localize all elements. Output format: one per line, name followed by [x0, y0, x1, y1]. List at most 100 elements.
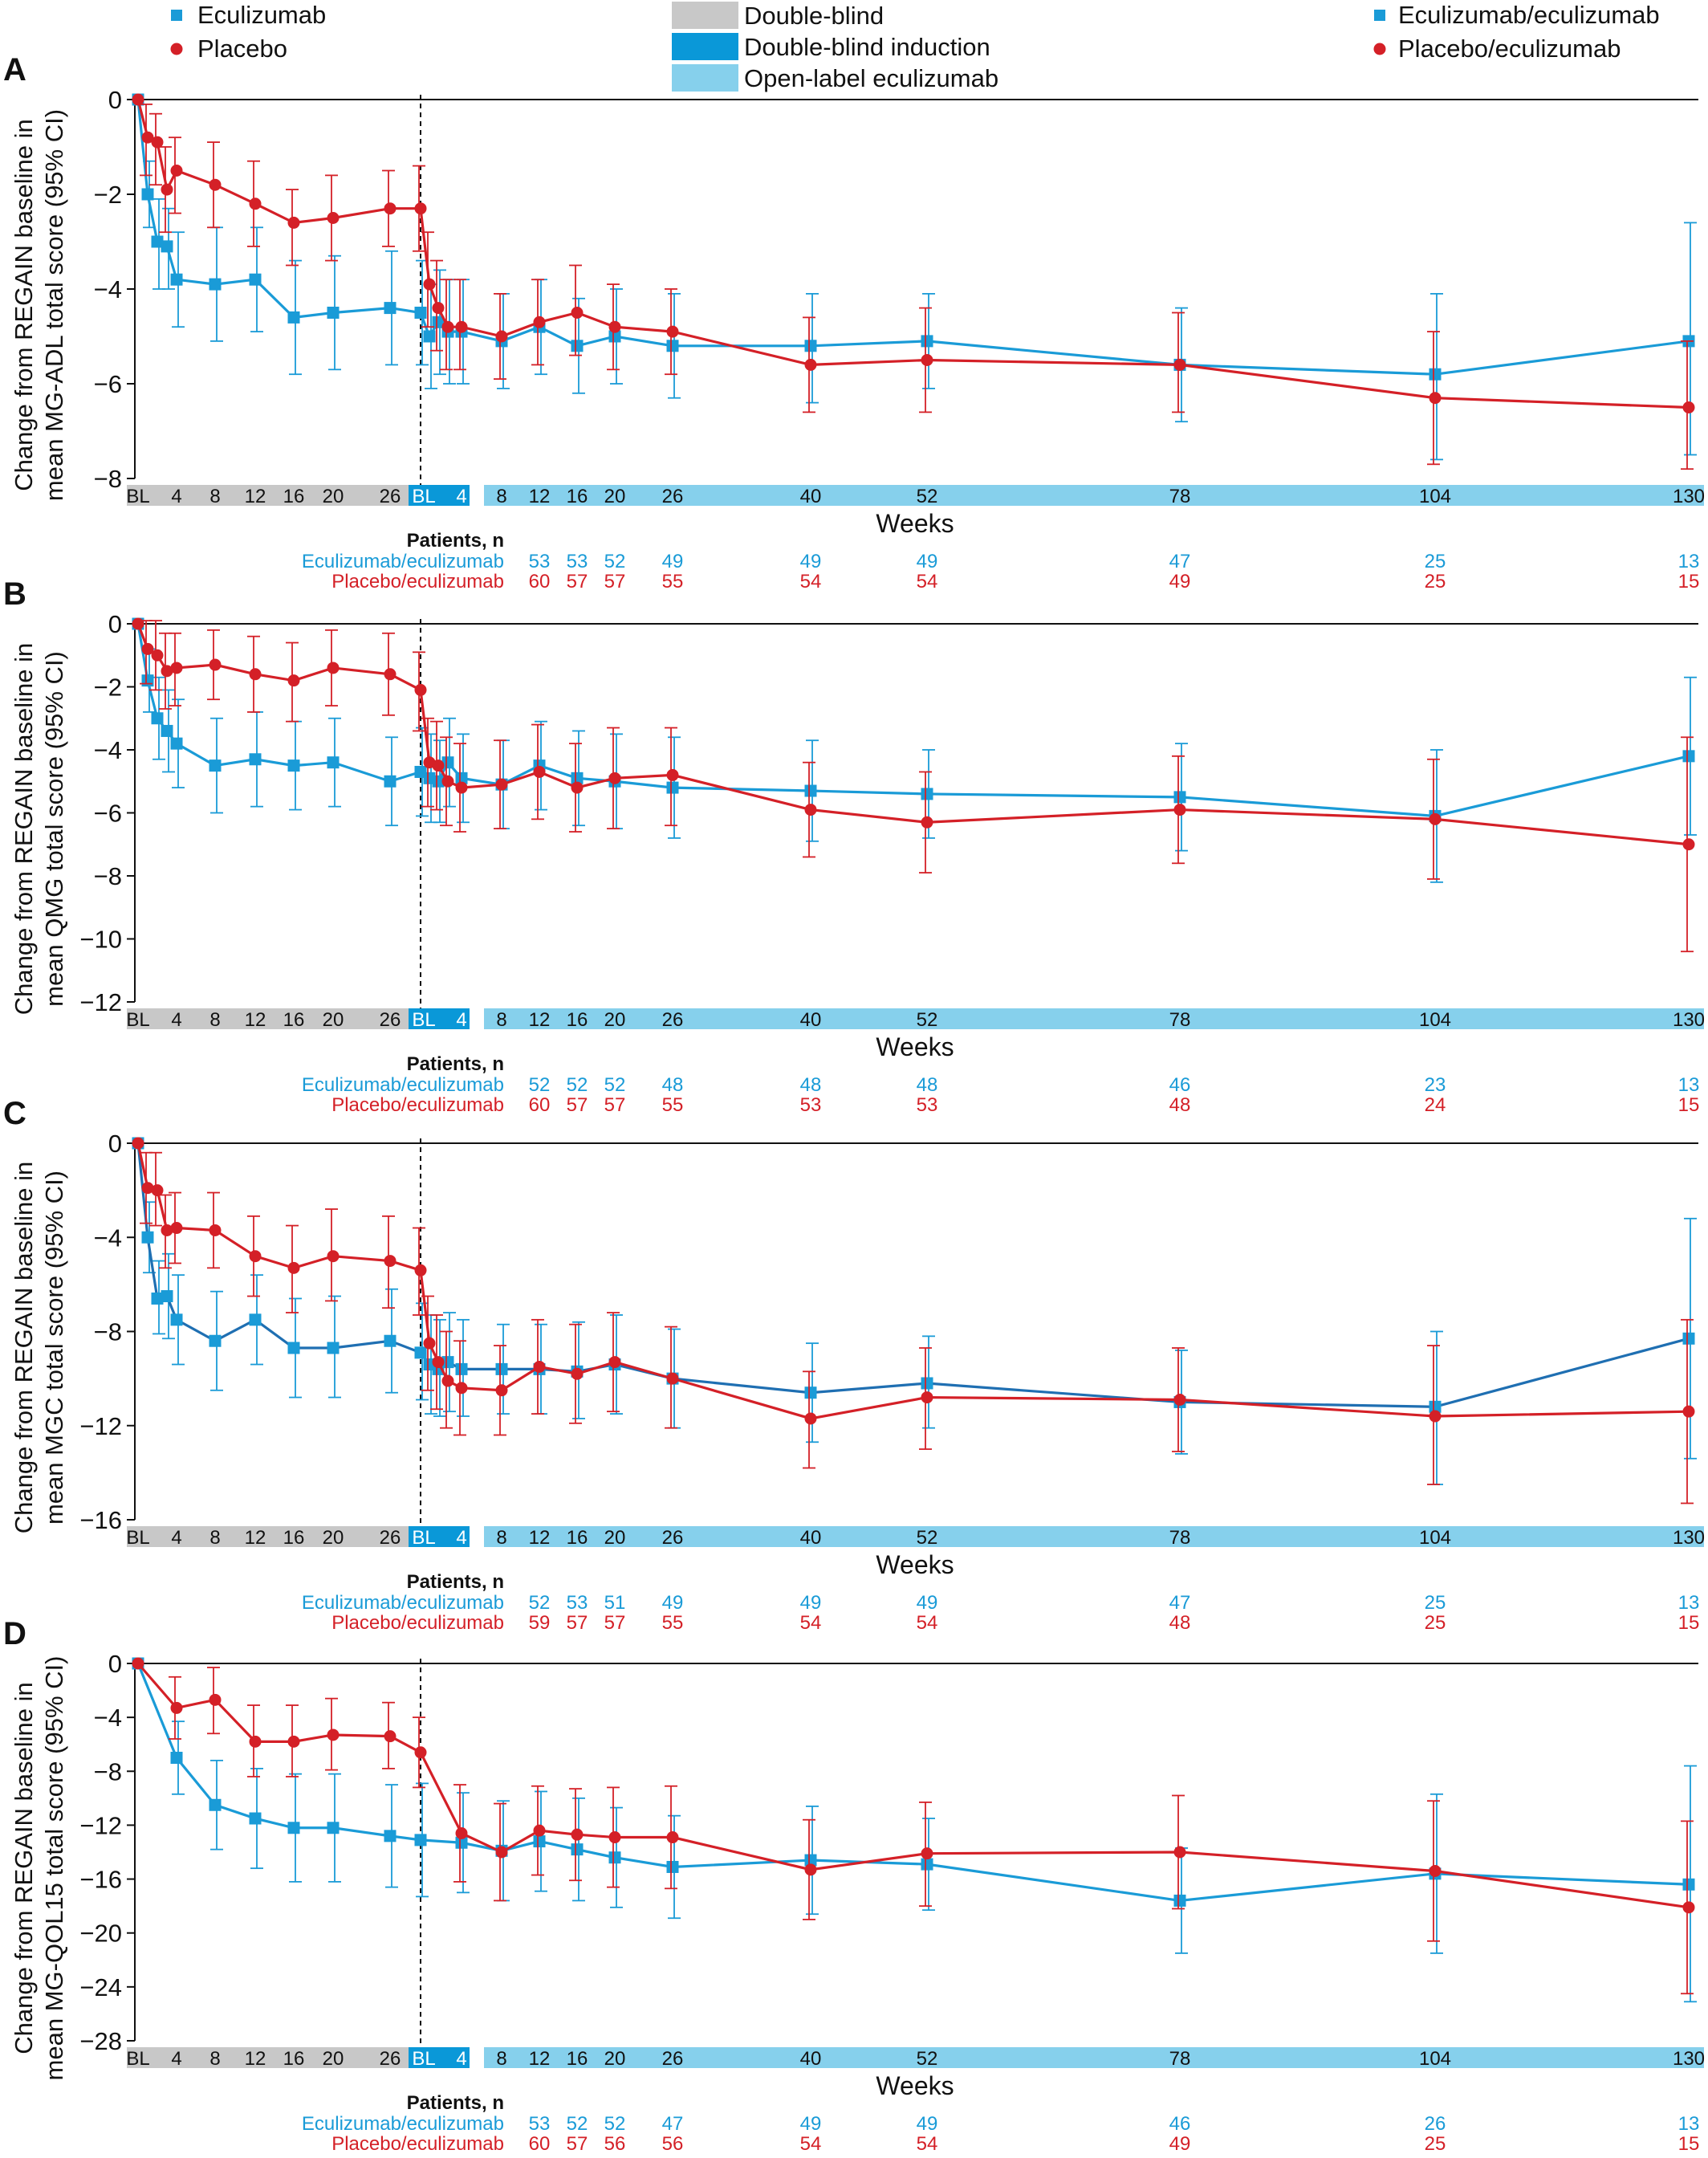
- count-pla: 60: [529, 571, 551, 592]
- band-tick-label: BL: [412, 486, 435, 507]
- band-tick-label: BL: [126, 1009, 149, 1031]
- band-tick-label: 26: [662, 1527, 684, 1549]
- point-placebo: [804, 1412, 817, 1425]
- point-eculizumab: [571, 1843, 584, 1856]
- band-tick-label: 20: [604, 486, 626, 507]
- count-ecu: 51: [604, 1592, 626, 1614]
- count-ecu: 52: [604, 551, 626, 572]
- point-placebo: [414, 683, 427, 696]
- count-pla: 55: [662, 1094, 684, 1116]
- count-pla: 48: [1169, 1094, 1191, 1116]
- count-pla: 15: [1678, 571, 1700, 592]
- point-eculizumab: [804, 1386, 817, 1399]
- band-tick-label: 20: [323, 1009, 344, 1031]
- y-tick-label: −8: [94, 465, 122, 493]
- point-eculizumab: [287, 1342, 300, 1354]
- point-placebo: [1429, 1865, 1442, 1877]
- point-eculizumab: [249, 753, 262, 766]
- series-line: [136, 99, 1690, 376]
- point-eculizumab: [441, 1356, 454, 1369]
- band-tick-label: 8: [496, 1009, 506, 1031]
- band-tick-label: 52: [917, 2048, 938, 2070]
- y-axis-label-line: Change from REGAIN baseline in: [10, 1682, 38, 2054]
- y-tick-label: −2: [94, 674, 122, 702]
- count-ecu: 47: [1169, 1592, 1191, 1614]
- point-eculizumab: [423, 330, 436, 343]
- point-placebo: [384, 668, 396, 681]
- count-ecu: 52: [604, 2113, 626, 2135]
- point-eculizumab: [170, 737, 183, 750]
- band-induction: [409, 485, 470, 506]
- y-tick-label: −20: [79, 1920, 122, 1948]
- point-eculizumab: [287, 1822, 300, 1834]
- band-tick-label: 52: [917, 1009, 938, 1031]
- chart-panel-a: A Change from REGAIN baseline inmean MG-A…: [3, 52, 1705, 592]
- point-eculizumab: [287, 311, 300, 324]
- count-ecu: 46: [1169, 1074, 1191, 1096]
- count-ecu: 25: [1425, 1592, 1446, 1614]
- band-tick-label: 26: [380, 2048, 401, 2070]
- y-tick-label: −4: [94, 275, 122, 303]
- count-pla: 54: [917, 2133, 938, 2155]
- point-eculizumab: [161, 240, 173, 253]
- count-ecu: 49: [917, 2113, 938, 2135]
- count-pla: 57: [567, 571, 588, 592]
- point-placebo: [455, 1382, 468, 1395]
- band-tick-label: 12: [529, 486, 551, 507]
- count-ecu: 25: [1425, 551, 1446, 572]
- point-placebo: [209, 178, 222, 191]
- count-ecu: 53: [567, 551, 588, 572]
- series-line: [136, 1663, 1690, 1903]
- y-tick-label: −2: [94, 181, 122, 209]
- point-placebo: [571, 781, 584, 794]
- point-eculizumab: [608, 1851, 621, 1864]
- count-pla: 25: [1425, 1612, 1446, 1634]
- point-placebo: [209, 1693, 222, 1706]
- point-placebo: [1429, 812, 1442, 825]
- point-placebo: [1173, 1846, 1186, 1859]
- point-placebo: [327, 1250, 340, 1263]
- point-eculizumab: [170, 1752, 183, 1764]
- point-placebo: [141, 642, 154, 655]
- point-eculizumab: [804, 784, 817, 797]
- row-label-pla: Placebo/eculizumab: [331, 1612, 504, 1634]
- count-pla: 60: [529, 2133, 551, 2155]
- point-placebo: [571, 1828, 584, 1841]
- point-placebo: [132, 617, 144, 630]
- count-ecu: 52: [567, 1074, 588, 1096]
- point-placebo: [327, 662, 340, 674]
- point-eculizumab: [666, 340, 679, 352]
- point-placebo: [249, 1250, 262, 1263]
- count-pla: 53: [917, 1094, 938, 1116]
- point-eculizumab: [804, 340, 817, 352]
- y-axis-label-line: mean MG-QOL15 total score (95% CI): [40, 1656, 68, 2081]
- point-placebo: [132, 1657, 144, 1670]
- band-tick-label: 4: [171, 486, 181, 507]
- band-tick-label: 16: [283, 1009, 305, 1031]
- count-ecu: 49: [662, 1592, 684, 1614]
- count-pla: 49: [1169, 571, 1191, 592]
- point-eculizumab: [249, 1313, 262, 1326]
- band-tick-label: 20: [604, 1527, 626, 1549]
- point-eculizumab: [384, 1334, 396, 1347]
- y-tick-label: −4: [94, 736, 122, 764]
- band-tick-label: 12: [529, 1009, 551, 1031]
- patients-label: Patients, n: [407, 1053, 504, 1075]
- point-placebo: [384, 202, 396, 215]
- y-tick-label: −16: [79, 1866, 122, 1894]
- count-pla: 55: [662, 571, 684, 592]
- point-placebo: [287, 216, 300, 229]
- point-eculizumab: [151, 1292, 164, 1305]
- band-tick-label: 130: [1673, 1527, 1705, 1549]
- point-placebo: [151, 136, 164, 149]
- point-placebo: [414, 202, 427, 215]
- band-tick-label: 12: [245, 1527, 266, 1549]
- count-pla: 24: [1425, 1094, 1446, 1116]
- point-placebo: [1173, 1394, 1186, 1407]
- point-eculizumab: [455, 772, 468, 784]
- band-tick-label: 4: [171, 2048, 181, 2070]
- point-placebo: [432, 1356, 445, 1369]
- count-pla: 56: [604, 2133, 626, 2155]
- band-tick-label: 16: [567, 1009, 588, 1031]
